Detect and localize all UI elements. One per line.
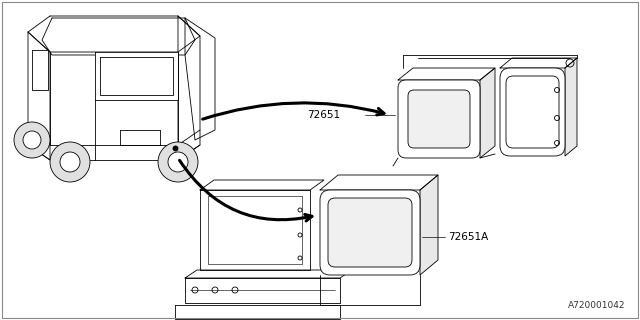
Polygon shape bbox=[200, 190, 310, 270]
Polygon shape bbox=[500, 58, 577, 68]
Polygon shape bbox=[32, 50, 48, 90]
Polygon shape bbox=[480, 68, 495, 158]
Circle shape bbox=[50, 142, 90, 182]
Polygon shape bbox=[185, 278, 340, 303]
Circle shape bbox=[14, 122, 50, 158]
FancyBboxPatch shape bbox=[500, 68, 565, 156]
Text: 72651: 72651 bbox=[307, 110, 340, 120]
FancyBboxPatch shape bbox=[408, 90, 470, 148]
FancyBboxPatch shape bbox=[398, 80, 480, 158]
FancyBboxPatch shape bbox=[320, 190, 420, 275]
Polygon shape bbox=[42, 18, 195, 55]
Polygon shape bbox=[95, 52, 178, 100]
Polygon shape bbox=[200, 180, 324, 190]
Circle shape bbox=[23, 131, 41, 149]
Polygon shape bbox=[185, 270, 352, 278]
Polygon shape bbox=[565, 58, 577, 156]
Polygon shape bbox=[420, 175, 438, 275]
FancyBboxPatch shape bbox=[506, 76, 559, 148]
Polygon shape bbox=[175, 305, 340, 319]
Text: A720001042: A720001042 bbox=[568, 301, 625, 310]
Polygon shape bbox=[398, 68, 495, 80]
Circle shape bbox=[60, 152, 80, 172]
Circle shape bbox=[168, 152, 188, 172]
FancyBboxPatch shape bbox=[328, 198, 412, 267]
Polygon shape bbox=[28, 16, 200, 52]
Polygon shape bbox=[100, 57, 173, 95]
Polygon shape bbox=[28, 32, 50, 160]
Polygon shape bbox=[178, 16, 200, 160]
Text: 72651A: 72651A bbox=[448, 232, 488, 242]
Polygon shape bbox=[185, 18, 215, 140]
Circle shape bbox=[158, 142, 198, 182]
Polygon shape bbox=[320, 175, 438, 190]
